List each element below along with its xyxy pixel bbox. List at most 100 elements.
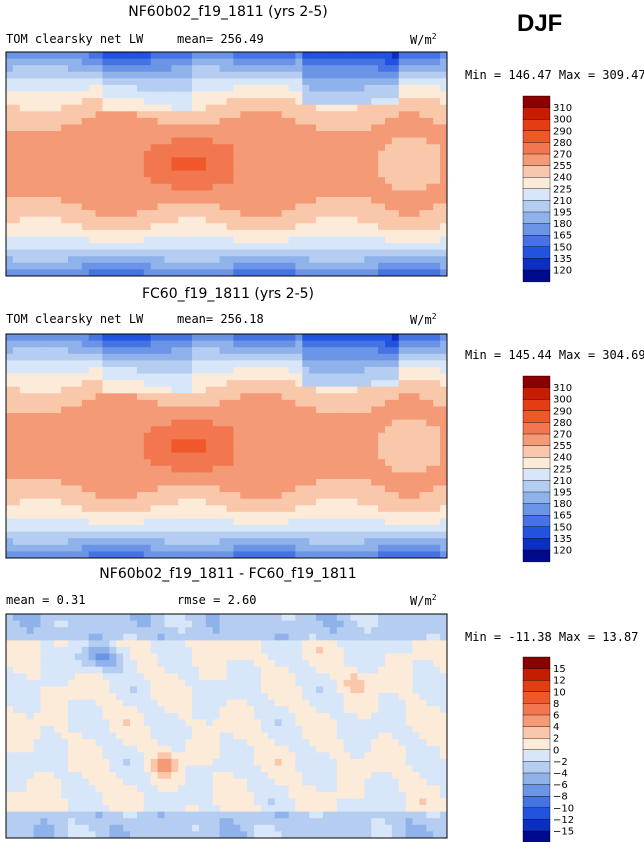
panel-3-minmax: Min = -11.38 Max = 13.87 [465,630,639,644]
map-cell [329,406,338,414]
map-cell [226,386,234,394]
map-cell [288,229,296,237]
map-cell [54,91,62,99]
map-cell [40,177,48,185]
map-cell [302,91,310,99]
map-cell [316,117,324,125]
map-cell [192,71,200,79]
map-cell [164,98,172,106]
map-cell [157,137,165,145]
map-cell [226,190,234,198]
map-cell [343,65,351,73]
map-cell [185,446,193,453]
map-cell [309,104,317,112]
map-cell [419,177,427,185]
map-cell [260,170,269,178]
map-cell [412,360,420,368]
map-cell [357,210,365,218]
map-cell [47,347,55,355]
map-cell [19,525,28,533]
map-cell [19,340,28,348]
map-cell [405,243,413,251]
map-cell [302,646,310,654]
map-cell [440,78,448,86]
map-cell [33,666,41,674]
map-cell [150,84,158,92]
map-cell [254,478,262,486]
map-cell [364,485,372,493]
map-cell [102,485,110,493]
map-cell [33,117,41,125]
map-cell [412,353,420,361]
map-cell [116,419,124,427]
map-cell [295,98,303,106]
colorbar-box [522,107,551,120]
map-cell [322,373,331,381]
map-cell [136,203,145,211]
map-cell [336,150,345,158]
map-cell [143,203,152,211]
map-cell [88,660,96,668]
map-cell [33,620,41,628]
map-cell [433,419,441,427]
colorbar-box [522,468,551,481]
map-cell [371,52,379,59]
map-cell [81,446,90,453]
map-cell [322,660,331,668]
map-cell [178,452,186,460]
map-cell [205,465,214,473]
map-cell [260,439,269,447]
map-cell [40,465,48,473]
map-cell [350,117,358,125]
map-cell [302,360,310,368]
map-cell [329,71,338,79]
map-cell [102,614,110,621]
map-cell [440,58,448,66]
map-cell [247,131,255,139]
map-cell [281,269,289,277]
map-cell [26,117,34,125]
map-cell [274,439,283,447]
map-cell [95,446,103,453]
map-cell [322,183,331,191]
map-cell [40,366,48,374]
map-cell [150,131,158,139]
map-cell [109,131,117,139]
map-cell [61,71,69,79]
map-cell [433,229,441,237]
map-cell [19,478,28,486]
map-cell [192,150,200,158]
map-cell [405,223,413,231]
map-cell [185,505,193,513]
map-cell [198,91,207,99]
map-cell [81,236,90,244]
map-cell [398,399,407,407]
map-cell [288,347,296,355]
map-cell [302,380,310,388]
map-cell [295,117,303,125]
map-cell [192,373,200,381]
map-cell [419,465,427,473]
map-cell [68,360,76,368]
map-cell [233,485,241,493]
map-cell [219,439,227,447]
map-cell [281,52,289,59]
map-cell [19,472,28,480]
map-cell [336,518,345,526]
map-cell [102,170,110,178]
map-cell [260,190,269,198]
map-cell [343,399,351,407]
map-cell [88,256,96,264]
map-cell [433,393,441,401]
map-cell [95,360,103,368]
map-cell [185,71,193,79]
map-cell [440,386,448,394]
map-cell [33,131,41,139]
map-cell [371,360,379,368]
map-cell [226,170,234,178]
map-cell [226,380,234,388]
map-cell [40,216,48,224]
map-cell [109,525,117,533]
map-cell [47,334,55,341]
map-cell [440,157,448,165]
